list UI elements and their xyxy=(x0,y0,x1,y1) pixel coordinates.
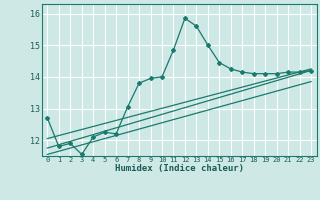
X-axis label: Humidex (Indice chaleur): Humidex (Indice chaleur) xyxy=(115,164,244,173)
